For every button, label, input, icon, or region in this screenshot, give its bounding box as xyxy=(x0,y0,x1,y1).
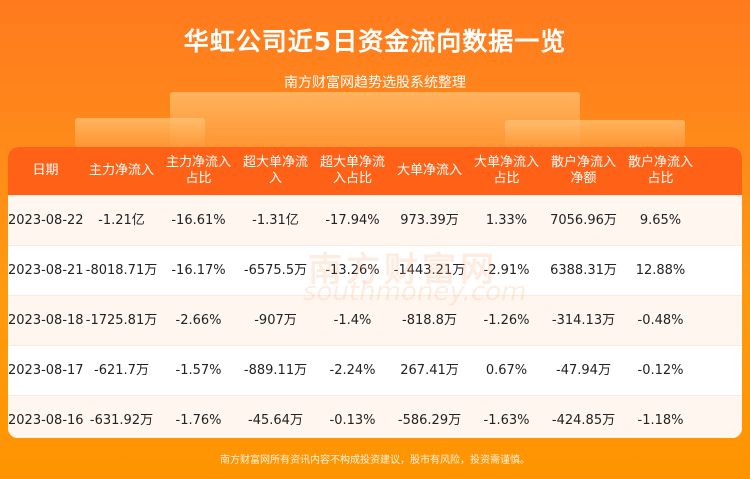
table-cell: -1.76% xyxy=(175,412,222,428)
table-cell: -0.13% xyxy=(329,412,376,428)
table-cell: 267.41万 xyxy=(400,362,459,378)
table-row: 2023-08-18 -1725.81万 -2.66% -907万 -1.4% -818.… xyxy=(8,295,742,345)
table-cell: -8018.71万 xyxy=(85,262,158,278)
table-cell: -1443.21万 xyxy=(393,262,466,278)
table-cell: -47.94万 xyxy=(556,362,611,378)
table-cell: -314.13万 xyxy=(551,312,616,328)
table-cell: -1.4% xyxy=(333,312,372,328)
column-header: 大单净流入 xyxy=(396,163,462,178)
table-cell: -1725.81万 xyxy=(85,312,158,328)
table-cell: 2023-08-18 xyxy=(8,312,84,328)
disclaimer: 南方财富网所有资讯内容不构成投资建议，股市有风险，投资需谨慎。 xyxy=(220,455,530,466)
table-cell: -2.66% xyxy=(175,312,222,328)
column-header: 散户净流入 占比 xyxy=(627,155,693,186)
table-cell: -17.94% xyxy=(325,212,380,228)
table-cell: -13.26% xyxy=(325,262,380,278)
table-header: 日期 主力净流入 主力净流入 占比 超大单净流 入超大单净流 入占比 大单净流入 大单净流… xyxy=(8,147,742,195)
table-cell: 2023-08-22 xyxy=(8,212,84,228)
table-cell: -818.8万 xyxy=(402,312,457,328)
decoration xyxy=(505,120,685,147)
table-row: 2023-08-17 -621.7万 -1.57% -889.11万 -2.24% 267… xyxy=(8,345,742,395)
table-cell: -2.91% xyxy=(483,262,530,278)
table-cell: -16.61% xyxy=(171,212,226,228)
column-header: 大单净流入 占比 xyxy=(473,155,539,186)
fund-flow-table: 日期 主力净流入 主力净流入 占比 超大单净流 入超大单净流 入占比 大单净流入 大单净流… xyxy=(8,147,742,438)
table-cell: 1.33% xyxy=(485,212,528,228)
table-cell: -631.92万 xyxy=(89,412,154,428)
table-cell: 2023-08-21 xyxy=(8,262,84,278)
column-header: 散户净流入 净额 xyxy=(550,155,616,186)
table-cell: 973.39万 xyxy=(400,212,459,228)
page-subtitle: 南方财富网趋势选股系统整理 xyxy=(284,75,466,91)
table-cell: 0.67% xyxy=(485,362,528,378)
table-cell: -889.11万 xyxy=(243,362,308,378)
table-cell: -2.24% xyxy=(329,362,376,378)
page-title: 华虹公司近5日资金流向数据一览 xyxy=(183,27,567,56)
column-header: 日期 xyxy=(32,163,59,178)
table-row: 2023-08-21 -8018.71万 -16.17% -6575.5万 -13.26… xyxy=(8,245,742,295)
table-cell: 9.65% xyxy=(639,212,682,228)
table-cell: 12.88% xyxy=(635,262,686,278)
table-cell: -424.85万 xyxy=(551,412,616,428)
table-cell: -1.21亿 xyxy=(98,212,145,228)
table-cell: -1.31亿 xyxy=(252,212,299,228)
table-cell: -1.63% xyxy=(483,412,530,428)
table-cell: 6388.31万 xyxy=(550,262,617,278)
table-cell: 2023-08-17 xyxy=(8,362,84,378)
table-cell: 2023-08-16 xyxy=(8,412,84,428)
table-cell: -0.12% xyxy=(637,362,684,378)
table-cell: -16.17% xyxy=(171,262,226,278)
table-row: 2023-08-16 -631.92万 -1.76% -45.64万 -0.13% -58… xyxy=(8,395,742,438)
table-cell: -6575.5万 xyxy=(243,262,308,278)
table-cell: -586.29万 xyxy=(397,412,462,428)
table-cell: 7056.96万 xyxy=(550,212,617,228)
column-header: 主力净流入 占比 xyxy=(165,155,231,186)
table-cell: -621.7万 xyxy=(94,362,149,378)
column-header: 主力净流入 xyxy=(88,163,154,178)
table-cell: -45.64万 xyxy=(248,412,303,428)
table-cell: -1.26% xyxy=(483,312,530,328)
table-cell: -1.18% xyxy=(637,412,684,428)
table-row: 2023-08-22 -1.21亿 -16.61% -1.31亿 -17.94% 973.… xyxy=(8,195,742,245)
decoration xyxy=(75,118,205,147)
table-cell: -1.57% xyxy=(175,362,222,378)
column-header: 超大单净流 入占比 xyxy=(319,155,385,186)
table-cell: -907万 xyxy=(254,312,297,328)
column-header: 超大单净流 入 xyxy=(242,155,308,186)
table-cell: -0.48% xyxy=(637,312,684,328)
